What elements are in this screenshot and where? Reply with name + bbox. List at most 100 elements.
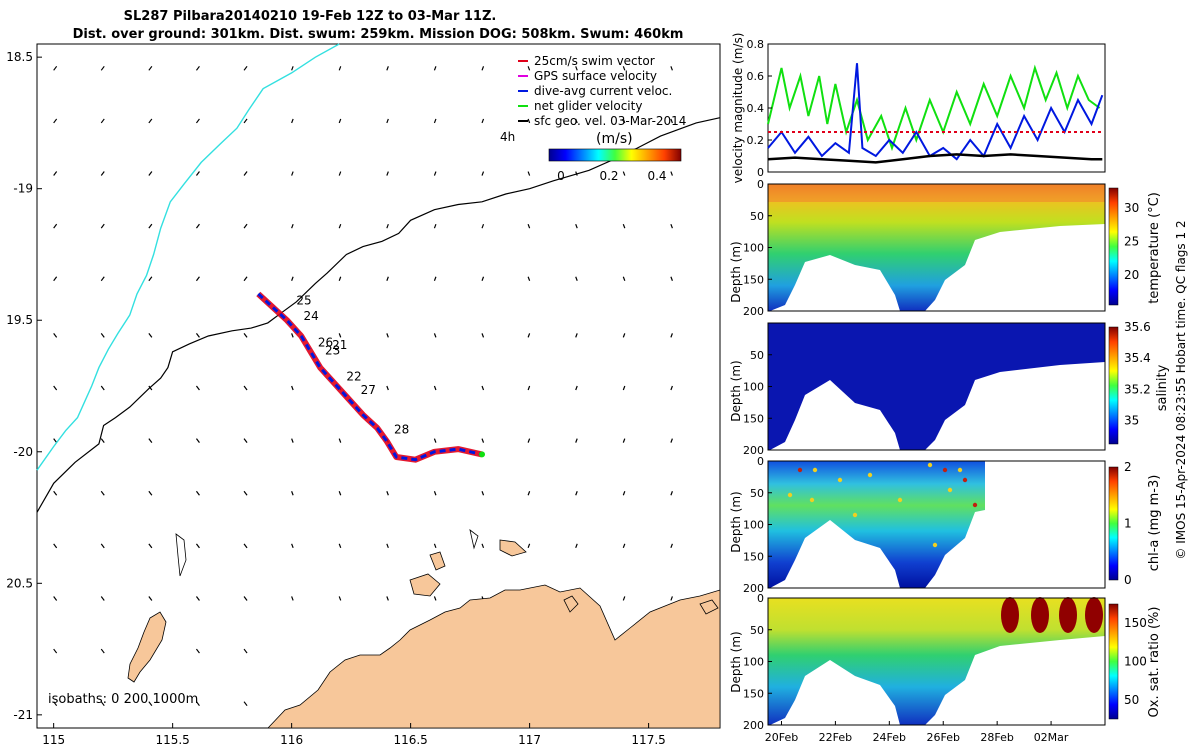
geo-arrow [338, 171, 342, 176]
colorbar-tick-label: 2 [1124, 460, 1132, 474]
time-tick-label: 24Feb [873, 731, 906, 744]
geo-arrow [670, 438, 673, 443]
map-y-tick-label: 18.5 [6, 50, 33, 64]
geo-arrow [481, 223, 485, 229]
geo-arrow [622, 385, 626, 391]
geo-arrow [338, 276, 342, 281]
geo-arrow [386, 66, 389, 71]
salinity-clabel: salinity [1155, 364, 1170, 411]
map-y-tick-label: -20 [13, 445, 33, 459]
oxygen-field [768, 598, 1105, 725]
velocity-series [767, 63, 1104, 164]
island-6 [469, 529, 479, 550]
chla-panel: 0 50 100 150 200 Depth (m) 0 1 2 chl-a (mg m-3… [729, 455, 1162, 595]
geo-arrow [433, 385, 437, 391]
geo-arrow [148, 596, 153, 601]
depth-tick-label: 150 [743, 273, 764, 286]
depth-tick-label: 50 [750, 210, 764, 223]
geo-arrow [481, 333, 485, 338]
depth-tick-label: 50 [750, 487, 764, 500]
isobath-1000m [36, 43, 340, 471]
geo-arrow [338, 543, 342, 549]
geo-arrow [148, 223, 153, 229]
depth-tick-label: 100 [743, 242, 764, 255]
colorbar-tick-label: 100 [1124, 655, 1147, 669]
map-x-tick-label: 117 [518, 733, 541, 747]
current-vector-track [257, 292, 483, 462]
geo-arrow [53, 385, 58, 391]
geo-arrow [291, 66, 294, 71]
geo-arrow [243, 543, 248, 549]
track-end-dot [479, 451, 486, 458]
geo-arrow [195, 438, 200, 443]
geo-arrow [527, 223, 531, 229]
velocity-line [767, 153, 1103, 164]
chla-dot [852, 512, 858, 518]
geo-arrow [622, 491, 626, 496]
geo-arrow [527, 333, 531, 338]
chla-dot [962, 477, 968, 483]
geo-arrow [481, 171, 485, 176]
geo-arrow [527, 66, 531, 71]
velocity-y-tick-label: 0.6 [747, 70, 765, 83]
map-y-tick-label: 19.5 [6, 313, 33, 327]
geo-arrow [527, 171, 531, 176]
chla-dot [957, 467, 963, 473]
geo-arrow [291, 333, 294, 338]
geo-arrow [195, 223, 200, 229]
colorbar-tick-label: 0.4 [647, 169, 666, 183]
map-x-tick-label: 117.5 [631, 733, 665, 747]
colorbar-tick-label: 0 [557, 169, 565, 183]
geo-arrow [433, 171, 437, 176]
geo-arrow [53, 223, 58, 229]
geo-arrow [100, 596, 105, 601]
geo-arrow [670, 596, 673, 601]
oxygen-colorbar [1108, 603, 1119, 720]
salinity-colorbar-ticks: 35 35.2 35.4 35.6 [1124, 320, 1151, 428]
geo-arrow [670, 333, 673, 338]
geo-arrow [148, 438, 153, 443]
colorbar-tick-label: 50 [1124, 693, 1139, 707]
geo-arrow [670, 171, 673, 176]
geo-arrow [195, 65, 200, 71]
geo-arrow [195, 333, 200, 338]
chla-dot [812, 467, 818, 473]
oxygen-patch [1059, 597, 1077, 633]
geo-arrow [575, 333, 578, 338]
legend-label: net glider velocity [534, 99, 642, 113]
chla-dot [942, 467, 948, 473]
temperature-field [768, 184, 1105, 311]
geo-arrow [148, 490, 153, 496]
geo-arrow [100, 385, 105, 391]
geo-arrow [386, 543, 389, 549]
geo-arrow [622, 223, 626, 229]
geo-arrow [53, 438, 58, 443]
geo-arrow [575, 223, 578, 229]
velocity-y-tick-label: 0.4 [747, 102, 765, 115]
geo-arrow [53, 543, 58, 549]
geo-arrow [386, 491, 389, 496]
geo-arrow [195, 596, 200, 601]
geo-arrow [433, 596, 437, 601]
oxygen-ylabel: Depth (m) [729, 631, 743, 692]
oxygen-panel: 0 50 100 150 200 Depth (m) 50 100 150 Ox. sat.… [729, 592, 1162, 744]
velocity-y-axis: 0 0.2 0.4 0.6 0.8 [747, 38, 772, 179]
chla-dot [797, 467, 803, 473]
geo-arrow [291, 543, 294, 549]
geo-arrow [291, 276, 294, 281]
geo-arrow [53, 490, 58, 496]
geo-arrow [291, 438, 294, 443]
day-label: 25 [296, 293, 311, 307]
geo-arrow [433, 223, 437, 229]
day-label: 24 [304, 309, 319, 323]
geo-arrow [100, 438, 105, 443]
chla-dot [972, 502, 978, 508]
title-line-1: SL287 Pilbara20140210 19-Feb 12Z to 03-M… [124, 9, 497, 24]
geo-arrow [622, 171, 626, 176]
map-y-axis: 18.5 -19 19.5 -20 20.5 -21 [6, 50, 42, 722]
geo-arrow [386, 276, 389, 281]
depth-tick-label: 0 [757, 592, 764, 605]
map-x-axis: 115 115.5 116 116.5 117 117.5 [42, 723, 666, 747]
geo-arrow [148, 276, 153, 282]
